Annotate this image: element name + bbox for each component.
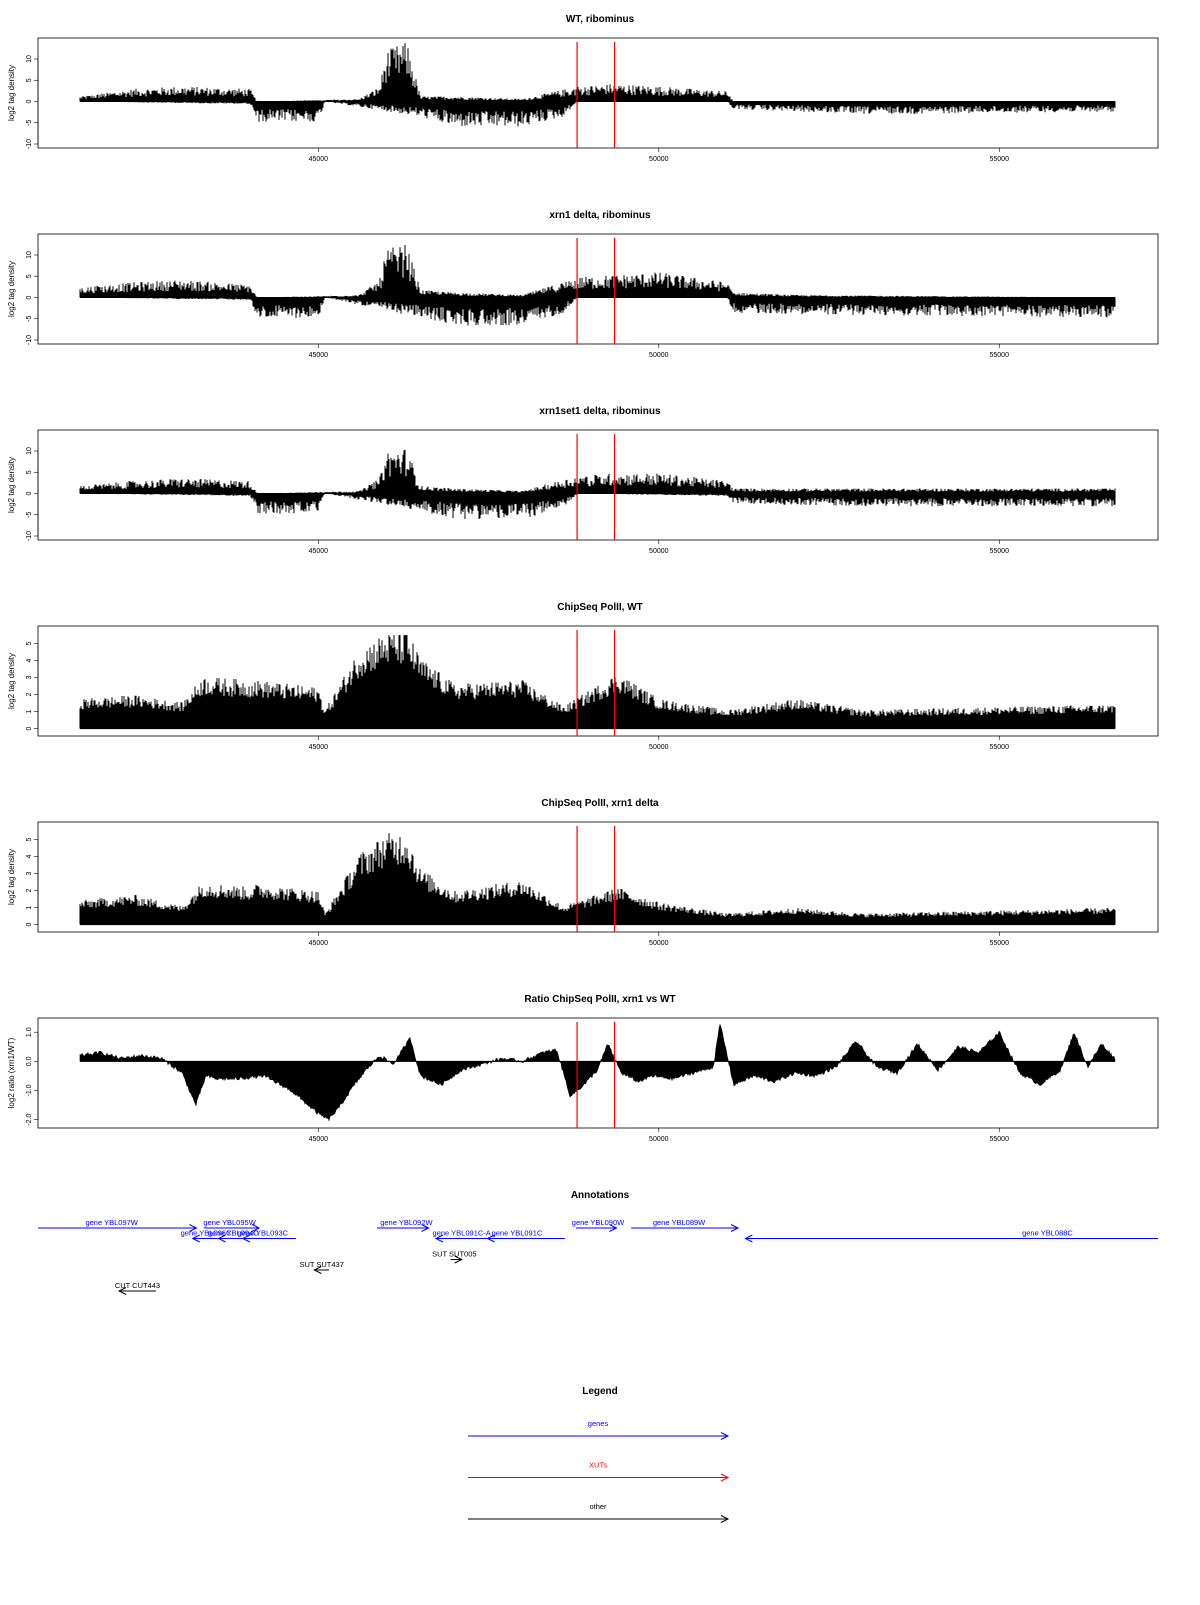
y-tick-label: 0: [26, 295, 33, 299]
y-tick-label: -5: [26, 316, 33, 322]
y-tick-label: -10: [26, 531, 33, 541]
data-bars: [80, 450, 1115, 519]
y-tick-label: 0: [26, 491, 33, 495]
panel-title: WT, ribominus: [566, 14, 635, 25]
y-tick-label: 0: [26, 99, 33, 103]
x-tick-label: 50000: [649, 548, 669, 555]
y-axis-label: log2 tag density: [7, 457, 16, 513]
y-tick-label: -10: [26, 139, 33, 149]
y-tick-label: 10: [26, 447, 33, 455]
y-tick-label: -5: [26, 512, 33, 518]
x-tick-label: 50000: [649, 156, 669, 163]
data-bars: [80, 43, 1115, 126]
x-tick-label: 45000: [309, 352, 329, 359]
y-tick-label: 10: [26, 251, 33, 259]
y-tick-label: -10: [26, 335, 33, 345]
panel-1: WT, ribominus -10 -5 0 5 10 log2 tag density 45…: [7, 14, 1158, 163]
x-tick-label: 55000: [990, 352, 1010, 359]
x-tick-label: 50000: [649, 352, 669, 359]
data-bars: [80, 245, 1115, 325]
x-tick-label: 55000: [990, 156, 1010, 163]
x-tick-label: 55000: [990, 548, 1010, 555]
y-axis-label: log2 tag density: [7, 261, 16, 317]
y-tick-label: 5: [26, 470, 33, 474]
panel-title: xrn1set1 delta, ribominus: [539, 406, 661, 417]
panel-3: xrn1set1 delta, ribominus -10 -5 0 5 10 log2 t…: [7, 406, 1158, 555]
y-tick-label: 5: [26, 274, 33, 278]
panel-2: xrn1 delta, ribominus -10 -5 0 5 10 log2 tag d…: [7, 210, 1158, 359]
panel-title: xrn1 delta, ribominus: [549, 210, 651, 221]
y-axis-label: log2 tag density: [7, 65, 16, 121]
y-tick-label: 10: [26, 55, 33, 63]
x-tick-label: 45000: [309, 548, 329, 555]
y-tick-label: 5: [26, 78, 33, 82]
y-tick-label: -5: [26, 120, 33, 126]
x-tick-label: 45000: [309, 156, 329, 163]
